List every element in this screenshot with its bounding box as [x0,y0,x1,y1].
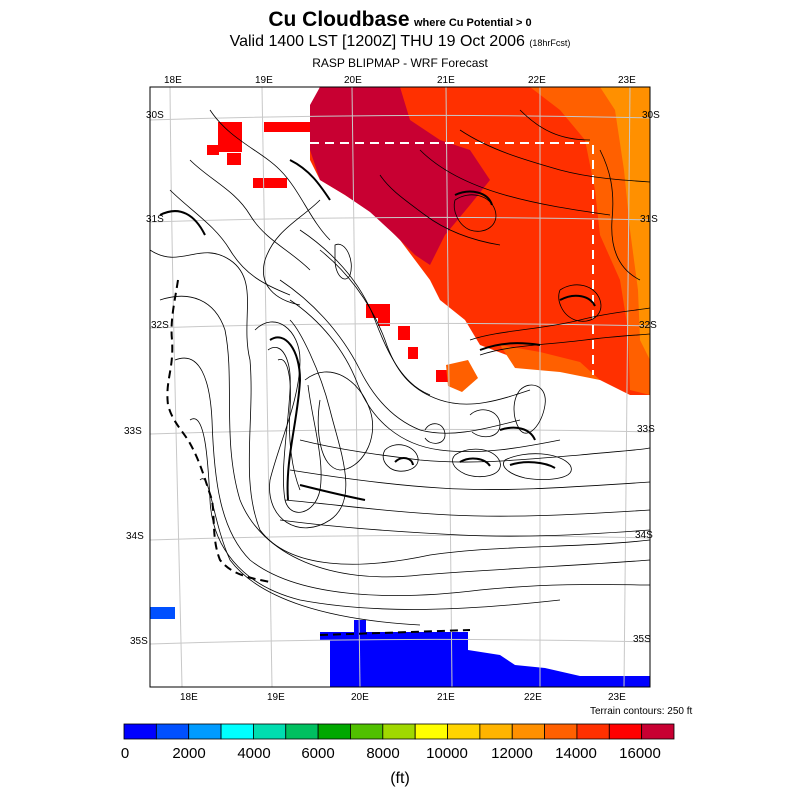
cloudbase-field-crimson [310,87,490,265]
subdomain-boundary [310,142,594,375]
colorbar-swatch [576,723,610,740]
lat-left-label: 30S [146,110,164,121]
colorbar-swatch [479,723,513,740]
lon-bottom-label: 20E [351,692,369,703]
cloudbase-cells [207,122,448,382]
colorbar-swatch [382,723,416,740]
valid-time: Valid 1400 LST [1200Z] THU 19 Oct 2006 (… [0,33,800,51]
lat-left-label: 35S [130,636,148,647]
lat-right-label: 30S [642,110,660,121]
forecast-hour: (18hrFcst) [529,38,571,48]
lon-bottom-label: 19E [267,692,285,703]
colorbar-swatch [608,723,643,740]
colorbar-swatch [155,723,190,740]
cloudbase-ocean-cell [354,620,366,632]
colorbar-swatch [350,723,384,740]
lat-left-label: 34S [126,531,144,542]
cloudbase-field-orange-edge [600,87,650,360]
plot-area [150,87,650,687]
colorbar-tick-label: 6000 [301,745,335,762]
colorbar-swatch [123,723,157,740]
colorbar-swatch [447,723,481,740]
colorbar [123,723,675,740]
colorbar-tick-label: 12000 [491,745,533,762]
lat-left-label: 33S [124,426,142,437]
lon-bottom-label: 21E [437,692,455,703]
lat-right-label: 35S [633,634,651,645]
lon-bottom-label: 23E [608,692,626,703]
colorbar-swatch [285,723,319,740]
lat-right-label: 32S [639,320,657,331]
colorbar-swatch [188,723,222,740]
cloudbase-ocean-southwest [150,607,175,619]
lon-top-label: 22E [528,75,546,86]
lon-top-label: 23E [618,75,636,86]
product-name: RASP BLIPMAP - WRF Forecast [312,56,488,70]
title-main: Cu Cloudbase [268,8,410,31]
colorbar-swatch [414,723,448,740]
valid-text: Valid 1400 LST [1200Z] THU 19 Oct 2006 [229,33,525,50]
lon-top-label: 20E [344,75,362,86]
lon-bottom-label: 18E [180,692,198,703]
coastline [166,279,271,583]
plot-frame [149,86,651,688]
lat-left-label: 31S [146,214,164,225]
colorbar-swatch [544,723,578,740]
terrain-contours-major [159,159,596,501]
cloudbase-ocean-low [320,632,650,687]
colorbar-tick-label: 14000 [555,745,597,762]
colorbar-unit: (ft) [390,770,410,787]
cloudbase-field-orange-east [530,87,650,395]
colorbar-tick-label: 16000 [619,745,661,762]
lat-right-label: 31S [640,214,658,225]
lon-top-label: 19E [255,75,273,86]
colorbar-tick-label: 8000 [366,745,400,762]
lat-left-label: 32S [151,320,169,331]
colorbar-swatch [220,723,254,740]
terrain-contour-note: Terrain contours: 250 ft [590,706,693,717]
lon-bottom-label: 22E [524,692,542,703]
colorbar-tick-label: 2000 [172,745,206,762]
lon-top-label: 21E [437,75,455,86]
terrain-contours [150,109,650,626]
lat-right-label: 34S [635,530,653,541]
colorbar-swatch [253,723,287,740]
title-qualifier: where Cu Potential > 0 [413,17,532,29]
colorbar-swatch [317,723,351,740]
lat-right-label: 33S [637,424,655,435]
colorbar-tick-label: 4000 [237,745,271,762]
colorbar-tick-label: 10000 [426,745,468,762]
cloudbase-cell-orange [446,360,478,392]
chart-title: Cu Cloudbase where Cu Potential > 0 [0,8,800,32]
colorbar-swatch [641,723,675,740]
colorbar-swatch [511,723,545,740]
cloudbase-field-escarpment [500,345,600,380]
lon-top-label: 18E [164,75,182,86]
colorbar-tick-label: 0 [120,745,130,762]
